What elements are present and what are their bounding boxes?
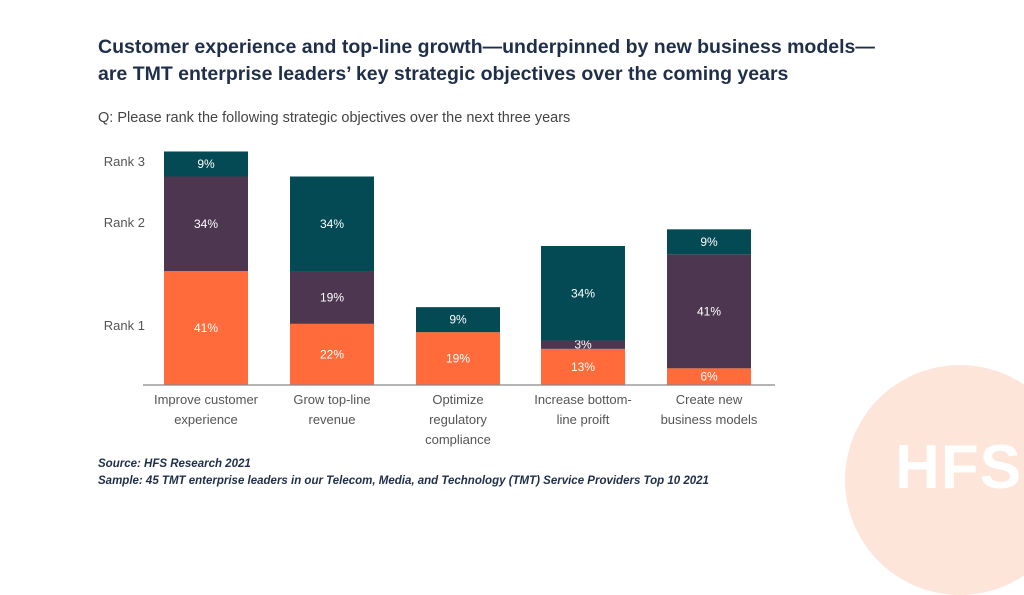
category-label: Improve customer (154, 392, 259, 407)
source-note: Source: HFS Research 2021 (98, 458, 251, 470)
bar-segment-rank-2 (290, 271, 374, 324)
hfs-logo: HFS (895, 433, 1022, 502)
bar-segment-rank-1 (416, 332, 500, 385)
title-line: are TMT enterprise leaders’ key strategi… (98, 63, 789, 85)
bar-segment-rank-1 (164, 271, 248, 385)
bar-segment-rank-1 (667, 368, 751, 385)
category-label: compliance (425, 432, 491, 447)
rank-label: Rank 1 (104, 318, 145, 333)
data-label: 34% (320, 217, 344, 231)
rank-label: Rank 2 (104, 215, 145, 230)
data-label: 6% (700, 370, 718, 384)
data-label: 34% (571, 286, 595, 300)
rank-label: Rank 3 (104, 154, 145, 169)
question: Q: Please rank the following strategic o… (98, 110, 571, 126)
bar-segment-rank-3 (416, 307, 500, 333)
data-label: 9% (700, 235, 718, 249)
bar-segment-rank-3 (290, 176, 374, 272)
data-label: 41% (697, 304, 721, 318)
category-label: revenue (309, 412, 356, 427)
category-label: Increase bottom- (534, 392, 632, 407)
chart-title: Customer experience and top-line growth—… (98, 34, 875, 88)
bar-segment-rank-3 (164, 151, 248, 177)
bar-segment-rank-2 (541, 340, 625, 349)
title-line: Customer experience and top-line growth—… (98, 36, 875, 58)
bar-segment-rank-3 (667, 229, 751, 255)
bar-segment-rank-3 (541, 246, 625, 341)
data-label: 19% (320, 290, 344, 304)
sample-note: Sample: 45 TMT enterprise leaders in our… (98, 475, 709, 487)
data-label: 41% (194, 321, 218, 335)
data-label: 22% (320, 347, 344, 361)
data-label: 9% (197, 157, 215, 171)
bar-segment-rank-1 (290, 323, 374, 385)
category-label: Grow top-line (293, 392, 370, 407)
category-label: Create new (676, 392, 743, 407)
data-label: 9% (449, 313, 467, 327)
data-label: 34% (194, 217, 218, 231)
data-label: 13% (571, 360, 595, 374)
category-label: regulatory (429, 412, 487, 427)
category-label: experience (174, 412, 238, 427)
stacked-bar-chart: 41% 34% 9% Improve customer experience 22% 19%… (104, 151, 775, 447)
bar-segment-rank-2 (164, 176, 248, 272)
bar-segment-rank-2 (667, 254, 751, 369)
category-label: Optimize (432, 392, 483, 407)
bar-segment-rank-1 (541, 348, 625, 385)
data-label: 19% (446, 352, 470, 366)
category-label: business models (661, 412, 758, 427)
data-label: 3% (574, 338, 592, 352)
category-label: line proift (557, 412, 610, 427)
